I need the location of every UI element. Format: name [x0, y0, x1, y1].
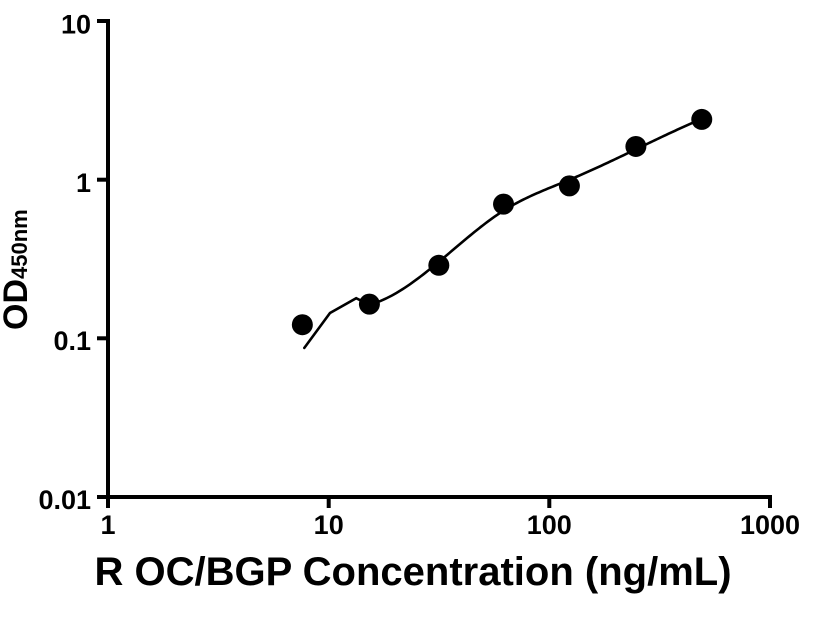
svg-text:0.1: 0.1 [53, 326, 91, 356]
svg-text:1: 1 [76, 168, 91, 198]
svg-text:0.01: 0.01 [38, 485, 91, 515]
svg-text:1000: 1000 [740, 510, 800, 540]
svg-text:10: 10 [61, 10, 91, 40]
svg-text:100: 100 [527, 510, 572, 540]
svg-text:R OC/BGP Concentration (ng/mL): R OC/BGP Concentration (ng/mL) [94, 550, 731, 594]
svg-text:OD450nm: OD450nm [0, 209, 35, 330]
svg-text:10: 10 [314, 510, 344, 540]
svg-text:1: 1 [100, 510, 115, 540]
